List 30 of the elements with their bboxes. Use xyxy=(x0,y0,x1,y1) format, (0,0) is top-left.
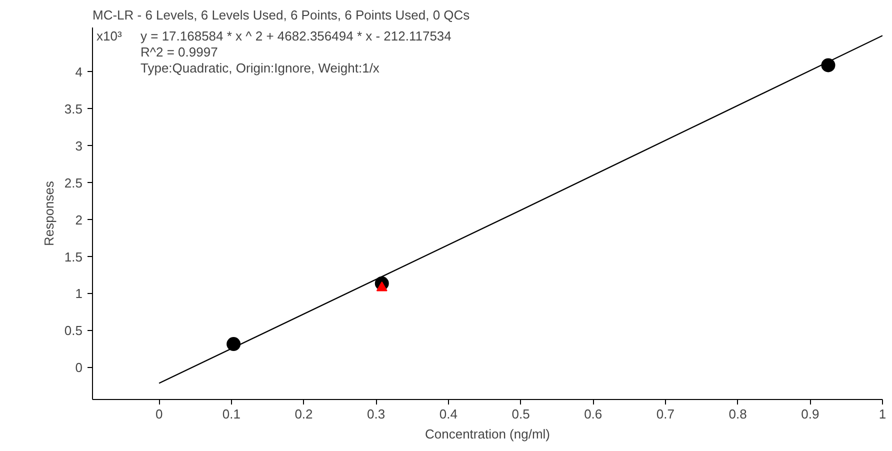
x-tick-label: 0.1 xyxy=(222,406,240,422)
x-tick-label: 0.6 xyxy=(584,406,602,422)
y-tick-label: 1.5 xyxy=(64,249,83,264)
y-tick-label: 1 xyxy=(75,286,83,302)
x-tick-label: 0.9 xyxy=(801,406,820,422)
annotation: y = 17.168584 * x ^ 2 + 4682.356494 * x - 212.117534 xyxy=(140,28,452,44)
point xyxy=(226,337,241,352)
x-tick-label: 0 xyxy=(155,406,163,422)
chart-title: MC-LR - 6 Levels, 6 Levels Used, 6 Points, 6 Points Used, 0 QCs xyxy=(92,8,470,22)
x-axis-title: Concentration (ng/ml) xyxy=(425,426,550,442)
x-tick-label: 0.7 xyxy=(656,406,675,422)
y-tick-label: 2 xyxy=(75,212,83,228)
annotation: x10³ xyxy=(96,28,122,44)
x-tick-label: 0.8 xyxy=(728,406,747,422)
x-tick-label: 1 xyxy=(878,406,886,422)
annotation: R^2 = 0.9997 xyxy=(140,44,218,60)
y-tick-label: 4 xyxy=(75,64,83,80)
x-tick-label: 0.5 xyxy=(512,406,530,422)
annotation: Type:Quadratic, Origin:Ignore, Weight:1/x xyxy=(140,60,380,76)
y-tick-label: 2.5 xyxy=(64,175,83,190)
x-tick-label: 0.4 xyxy=(439,406,458,422)
y-tick-label: 3 xyxy=(75,138,83,154)
y-tick-label: 0 xyxy=(75,360,83,376)
point xyxy=(821,58,836,72)
x-tick-label: 0.2 xyxy=(294,406,313,422)
point xyxy=(376,282,388,292)
y-axis-title: Responses xyxy=(41,180,56,246)
y-tick-label: 0.5 xyxy=(64,323,83,338)
x-tick-label: 0.3 xyxy=(367,406,386,422)
y-tick-label: 3.5 xyxy=(64,101,83,116)
